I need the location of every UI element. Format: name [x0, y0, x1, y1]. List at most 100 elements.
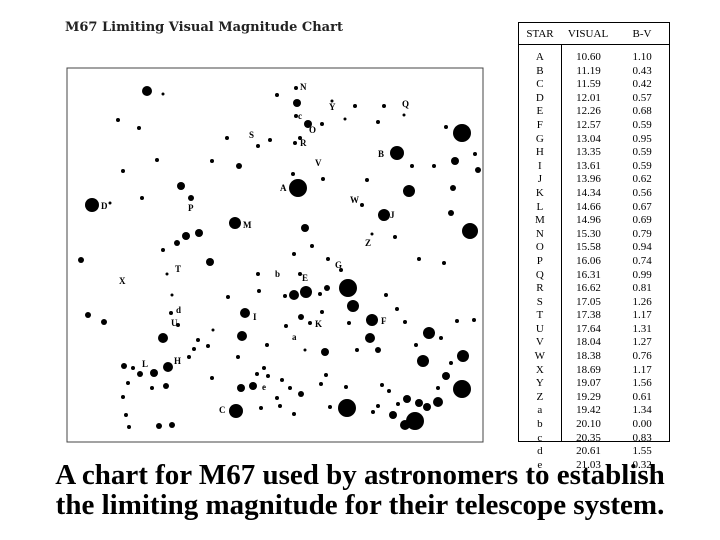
star-dot [433, 397, 443, 407]
caption: A chart for M67 used by astronomers to e… [0, 460, 720, 520]
table-cell-star: Z [536, 390, 544, 403]
table-cell-star: J [537, 173, 542, 186]
star-dot [449, 361, 453, 365]
star-dot [158, 333, 168, 343]
star-dot [294, 114, 298, 118]
star-label: a [292, 332, 297, 342]
star-dot [403, 185, 415, 197]
star-dot [384, 293, 388, 297]
star-dot [366, 314, 378, 326]
star-dot [237, 384, 245, 392]
table-cell-bv: 0.62 [632, 173, 652, 186]
star-dot [472, 318, 476, 322]
star-dot [320, 122, 324, 126]
table-cell-bv: 0.94 [632, 241, 652, 254]
star-dot [256, 144, 260, 148]
star-dot [226, 295, 230, 299]
table-cell-bv: 0.32 [632, 458, 652, 471]
table-cell-visual: 14.96 [576, 214, 601, 227]
star-dot [376, 404, 380, 408]
table-cell-visual: 16.62 [576, 282, 601, 295]
table-cell-bv: 0.99 [632, 268, 652, 281]
star-label: M [243, 220, 252, 230]
star-dot [396, 402, 400, 406]
visual-column: 10.60 11.19 11.59 12.01 12.26 12.57 13.04 13.35… [562, 45, 616, 471]
star-label: V [315, 158, 322, 168]
star-dot [473, 152, 477, 156]
table-cell-visual: 17.05 [576, 295, 601, 308]
star-dot [85, 198, 99, 212]
star-dot [210, 376, 214, 380]
star-label: I [253, 312, 257, 322]
table-cell-visual: 20.61 [576, 445, 601, 458]
table-cell-visual: 14.66 [576, 200, 601, 213]
table-cell-star: T [536, 309, 544, 322]
star-dot [249, 382, 257, 390]
star-dot [339, 279, 357, 297]
star-dot [165, 272, 169, 276]
star-dot [360, 203, 364, 207]
table-cell-star: X [535, 363, 544, 376]
star-dot [453, 380, 471, 398]
star-dot [229, 217, 241, 229]
star-dot [257, 289, 261, 293]
star-dot [451, 157, 459, 165]
star-dot [174, 240, 180, 246]
star-dot [291, 172, 295, 176]
bv-column: 1.10 0.43 0.42 0.57 0.68 0.59 0.95 0.59 0.59 0.62… [615, 45, 669, 471]
star-dot [288, 386, 292, 390]
star-dot [343, 117, 347, 121]
table-cell-bv: 1.17 [632, 363, 652, 376]
table-cell-bv: 0.95 [632, 132, 652, 145]
table-cell-bv: 0.74 [632, 254, 652, 267]
table-cell-star: C [536, 78, 544, 91]
star-dot [442, 261, 446, 265]
star-dot [121, 363, 127, 369]
table-cell-star: I [538, 159, 542, 172]
star-dot [324, 285, 330, 291]
star-dot [177, 182, 185, 190]
star-dot [389, 411, 397, 419]
star-dot [236, 163, 242, 169]
table-cell-bv: 0.57 [632, 91, 652, 104]
star-dot [462, 223, 478, 239]
star-dot [339, 268, 343, 272]
star-dot [450, 185, 456, 191]
star-dot [116, 118, 120, 122]
table-cell-visual: 20.35 [576, 431, 601, 444]
star-dot [298, 272, 302, 276]
star-dot [78, 257, 84, 263]
caption-line-2: the limiting magnitude for their telesco… [55, 489, 665, 521]
table-cell-star: S [536, 295, 543, 308]
star-label: D [101, 201, 108, 211]
star-dot [268, 138, 272, 142]
star-dot [415, 399, 423, 407]
star-dot [275, 93, 279, 97]
table-cell-bv: 0.81 [632, 282, 652, 295]
star-field-frame [66, 67, 484, 443]
table-cell-visual: 13.61 [576, 159, 601, 172]
star-label: L [142, 359, 148, 369]
table-cell-star: M [534, 214, 545, 227]
table-cell-star: d [537, 445, 543, 458]
star-dot [85, 312, 91, 318]
star-dot [298, 314, 304, 320]
star-dot [131, 366, 135, 370]
table-cell-star: D [535, 91, 544, 104]
star-label: N [300, 82, 307, 92]
star-dot [229, 404, 243, 418]
star-label: B [378, 149, 384, 159]
star-dot [326, 257, 330, 261]
star-dot [406, 412, 424, 430]
star-dot [192, 347, 196, 351]
star-label: T [175, 264, 181, 274]
table-cell-bv: 0.83 [632, 431, 652, 444]
star-dot [298, 136, 302, 140]
table-cell-bv: 0.61 [632, 390, 652, 403]
table-cell-bv: 1.26 [632, 295, 652, 308]
table-cell-visual: 13.96 [576, 173, 601, 186]
star-dot [275, 396, 279, 400]
star-dot [338, 399, 356, 417]
star-dot [318, 292, 322, 296]
